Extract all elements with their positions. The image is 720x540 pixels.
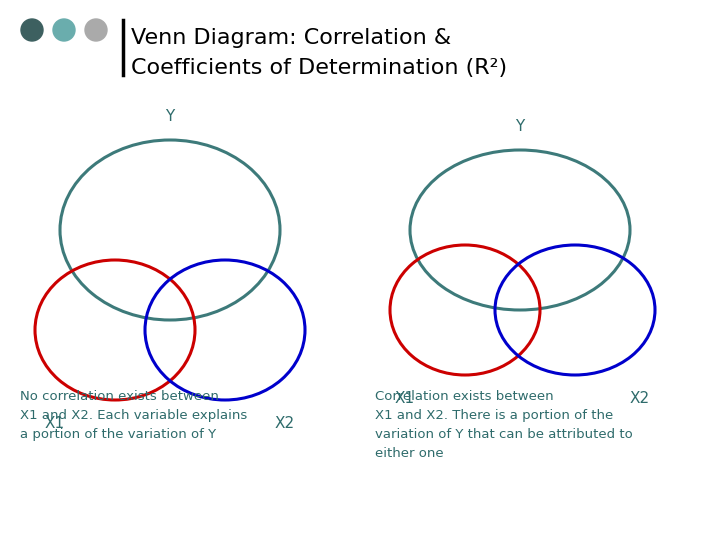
Ellipse shape (85, 19, 107, 41)
Text: X1: X1 (45, 416, 65, 431)
Text: X1: X1 (395, 391, 415, 406)
Text: Coefficients of Determination (R²): Coefficients of Determination (R²) (131, 58, 507, 78)
Text: Y: Y (516, 119, 525, 134)
Text: X2: X2 (275, 416, 295, 431)
Text: Correlation exists between
X1 and X2. There is a portion of the
variation of Y t: Correlation exists between X1 and X2. Th… (375, 390, 633, 460)
Ellipse shape (21, 19, 43, 41)
Ellipse shape (53, 19, 75, 41)
Text: Y: Y (166, 109, 175, 124)
Text: X2: X2 (630, 391, 650, 406)
Text: No correlation exists between
X1 and X2. Each variable explains
a portion of the: No correlation exists between X1 and X2.… (20, 390, 247, 441)
Text: Venn Diagram: Correlation &: Venn Diagram: Correlation & (131, 28, 451, 48)
